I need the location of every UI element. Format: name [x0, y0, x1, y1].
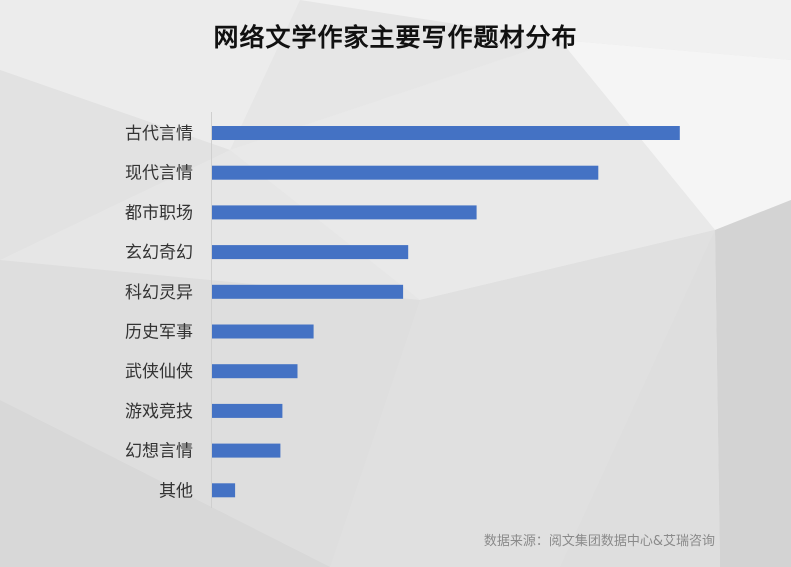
category-label-6: 历史军事 — [125, 323, 193, 343]
category-label-10: 其他 — [159, 481, 193, 501]
bar-10 — [212, 483, 236, 498]
source-note: 数据来源：阅文集团数据中心&艾瑞咨询 — [483, 534, 715, 549]
bar-9 — [212, 443, 281, 458]
bars-group — [212, 126, 680, 498]
category-label-5: 科幻灵异 — [125, 283, 193, 303]
bar-4 — [212, 245, 409, 260]
category-label-9: 幻想言情 — [125, 442, 193, 462]
chart-title: 网络文学作家主要写作题材分布 — [213, 23, 578, 52]
bar-6 — [212, 324, 314, 339]
bar-7 — [212, 364, 298, 379]
bar-8 — [212, 403, 283, 418]
category-label-7: 武侠仙侠 — [125, 362, 193, 382]
category-label-3: 都市职场 — [125, 203, 193, 223]
bar-2 — [212, 165, 599, 180]
category-label-4: 玄幻奇幻 — [125, 243, 193, 263]
bar-1 — [212, 126, 680, 140]
category-label-1: 古代言情 — [125, 124, 193, 144]
category-label-8: 游戏竞技 — [125, 402, 193, 422]
bar-3 — [212, 205, 477, 220]
bar-5 — [212, 284, 404, 299]
category-label-2: 现代言情 — [125, 164, 193, 184]
